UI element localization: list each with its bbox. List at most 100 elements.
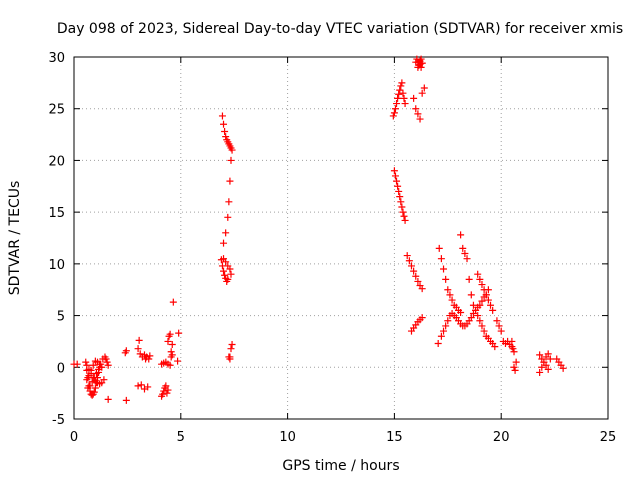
data-point xyxy=(166,361,174,369)
data-point xyxy=(218,262,226,270)
data-point xyxy=(164,386,172,394)
data-point xyxy=(465,275,473,283)
data-point xyxy=(542,361,550,369)
data-point xyxy=(162,382,170,390)
data-point xyxy=(478,281,486,289)
x-tick-label: 20 xyxy=(493,430,510,445)
y-tick-label: -5 xyxy=(52,413,65,428)
data-point xyxy=(544,365,552,373)
data-point xyxy=(226,265,234,273)
data-point xyxy=(442,322,450,330)
data-point xyxy=(217,256,225,264)
data-point xyxy=(396,86,404,94)
data-point xyxy=(394,94,402,102)
data-point xyxy=(227,345,235,353)
data-point xyxy=(417,63,425,71)
data-point xyxy=(222,258,230,266)
data-point xyxy=(103,358,111,366)
data-point xyxy=(144,383,152,391)
data-point xyxy=(469,301,477,309)
data-point xyxy=(166,330,174,338)
data-point xyxy=(220,267,228,275)
data-point xyxy=(480,286,488,294)
data-point xyxy=(88,378,96,386)
data-point xyxy=(134,345,142,353)
x-tick-label: 10 xyxy=(279,430,296,445)
data-point xyxy=(90,388,98,396)
data-point xyxy=(100,376,108,384)
data-point xyxy=(410,94,418,102)
data-point xyxy=(390,167,398,175)
data-point xyxy=(405,257,413,265)
data-point xyxy=(146,352,154,360)
data-point xyxy=(463,255,471,263)
data-point xyxy=(122,347,130,355)
data-point xyxy=(474,270,482,278)
data-point xyxy=(476,301,484,309)
data-point xyxy=(400,94,408,102)
data-point xyxy=(482,291,490,299)
data-point xyxy=(442,275,450,283)
data-point xyxy=(495,322,503,330)
data-point xyxy=(224,275,232,283)
data-point xyxy=(434,339,442,347)
data-point xyxy=(226,353,234,361)
data-point xyxy=(487,301,495,309)
data-point xyxy=(476,317,484,325)
data-point xyxy=(225,198,233,206)
data-point xyxy=(448,296,456,304)
data-point xyxy=(538,363,546,371)
data-point xyxy=(457,231,465,239)
data-point xyxy=(175,329,183,337)
data-point xyxy=(168,341,176,349)
y-tick-label: 15 xyxy=(48,206,65,221)
data-point xyxy=(407,262,415,270)
data-point xyxy=(437,255,445,263)
data-point xyxy=(159,390,167,398)
data-point xyxy=(220,239,228,247)
data-point xyxy=(97,360,105,368)
y-tick-label: 5 xyxy=(57,310,65,325)
data-point xyxy=(440,327,448,335)
data-point xyxy=(401,216,409,224)
data-point xyxy=(390,109,398,117)
data-point xyxy=(104,395,112,403)
data-point xyxy=(397,198,405,206)
data-point xyxy=(227,270,235,278)
data-point xyxy=(82,358,90,366)
data-point xyxy=(168,351,176,359)
data-point xyxy=(221,271,229,279)
x-tick-label: 25 xyxy=(600,430,617,445)
data-point xyxy=(228,341,236,349)
data-point xyxy=(393,100,401,108)
x-tick-label: 0 xyxy=(70,430,78,445)
data-point xyxy=(476,275,484,283)
data-point xyxy=(478,297,486,305)
data-points xyxy=(70,55,567,404)
data-point xyxy=(418,89,426,97)
data-point xyxy=(174,357,182,365)
data-point xyxy=(536,368,544,376)
x-tick-label: 15 xyxy=(386,430,403,445)
data-point xyxy=(511,366,519,374)
y-tick-label: 20 xyxy=(48,154,65,169)
data-point xyxy=(546,355,554,363)
data-point xyxy=(89,361,97,369)
data-point xyxy=(399,208,407,216)
data-point xyxy=(394,182,402,190)
data-point xyxy=(395,90,403,98)
plot-frame xyxy=(73,56,609,420)
data-point xyxy=(169,298,177,306)
data-point xyxy=(104,361,112,369)
data-point xyxy=(92,369,100,377)
data-point xyxy=(416,115,424,123)
y-tick-label: 0 xyxy=(57,361,65,376)
y-tick-label: 30 xyxy=(48,51,65,66)
data-point xyxy=(418,59,426,67)
data-point xyxy=(135,336,143,344)
data-point xyxy=(145,355,153,363)
data-point xyxy=(467,314,475,322)
grid xyxy=(74,57,608,419)
data-point xyxy=(536,351,544,359)
